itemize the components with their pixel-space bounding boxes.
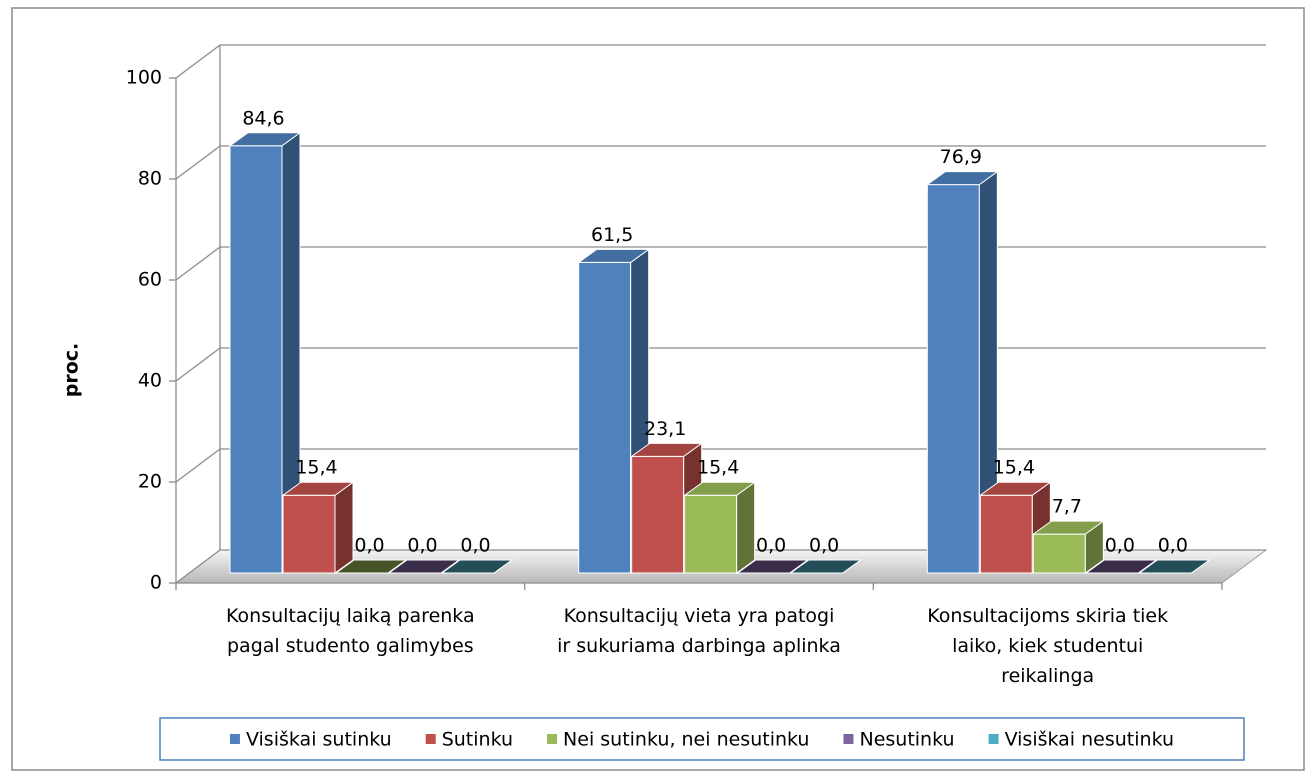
bar-side [736,481,756,574]
data-label: 0,0 [1105,535,1135,557]
x-tick-label: Konsultacijų laiką parenka pagal studento… [226,605,475,657]
bar-top [789,559,863,574]
legend-label: Visiškai nesutinku [1005,729,1174,751]
bar-top [925,171,999,186]
legend-label: Sutinku [442,729,513,751]
legend-swatch [843,734,854,744]
x-tick-label-line: pagal studento galimybes [227,635,474,657]
data-label: 61,5 [591,224,633,246]
bar-top [281,481,355,496]
data-label: 0,0 [756,535,786,557]
y-tick-label: 100 [126,67,162,89]
legend-swatch [425,734,436,744]
bar-top [334,559,408,574]
x-tick-label-line: reikalinga [1001,665,1094,687]
bar-front [1032,533,1086,574]
data-label: 76,9 [940,146,982,168]
bar-front [979,494,1033,574]
bar-top [683,481,757,496]
bar-top [1084,559,1158,574]
bar-top [228,132,302,147]
x-tick-label: Konsultacijoms skiria tiek laiko, kiek st… [927,605,1168,687]
data-label: 0,0 [354,535,384,557]
legend-label: Nesutinku [859,729,954,751]
bar-front [578,261,632,574]
x-tick-label-line: laiko, kiek studentui [952,635,1143,657]
legend-swatch [988,734,999,744]
bar-top [736,559,810,574]
data-label: 0,0 [1158,535,1188,557]
data-label: 0,0 [460,535,490,557]
data-label: 0,0 [407,535,437,557]
bar-top [1031,520,1105,535]
legend-box [159,717,1245,761]
legend-swatch [229,734,240,744]
bar-top [978,481,1052,496]
bar [1084,559,1158,574]
chart-border [11,7,1305,771]
bar [440,559,514,574]
data-label: 15,4 [697,457,739,479]
data-label: 7,7 [1052,496,1082,518]
bar [387,559,461,574]
y-axis-label: proc. [61,343,83,398]
y-tick-label: 80 [138,168,162,190]
y-tick-label: 20 [138,471,162,493]
y-tick-label: 60 [138,269,162,291]
bar [736,559,810,574]
bar-front [282,494,336,574]
x-tick-label-line: Konsultacijoms skiria tiek [927,605,1168,627]
legend-swatch [547,734,558,744]
bar [683,481,757,574]
data-label: 0,0 [809,535,839,557]
legend-label: Visiškai sutinku [246,729,392,751]
bar [1137,559,1211,574]
legend: Visiškai sutinku Sutinku Nei sutinku, nei … [229,729,1174,751]
data-label: 15,4 [295,457,337,479]
legend-label: Nei sutinku, nei nesutinku [563,729,809,751]
bar-side [334,481,354,574]
x-tick-label: Konsultacijų vieta yra patogi ir sukuriam… [557,605,841,657]
bar [925,170,999,574]
x-tick-label-line: ir sukuriama darbinga aplinka [557,635,841,657]
data-label: 84,6 [242,107,284,129]
bar-top [630,442,704,457]
y-tick-label: 40 [138,370,162,392]
bar-front [631,455,685,574]
bar-front [229,145,283,574]
bar [1031,520,1105,574]
bar [789,559,863,574]
x-tick-label-line: Konsultacijų vieta yra patogi [564,605,835,627]
bar-front [684,494,738,574]
bar-top [1137,559,1211,574]
data-label: 23,1 [644,418,686,440]
bar [334,559,408,574]
y-tick-label: 0 [150,572,162,594]
bar [281,481,355,574]
bar-top [577,248,651,263]
bar-front [926,184,980,574]
data-label: 15,4 [993,457,1035,479]
bar-top [440,559,514,574]
bar-top [387,559,461,574]
x-tick-label-line: Konsultacijų laiką parenka [226,605,475,627]
